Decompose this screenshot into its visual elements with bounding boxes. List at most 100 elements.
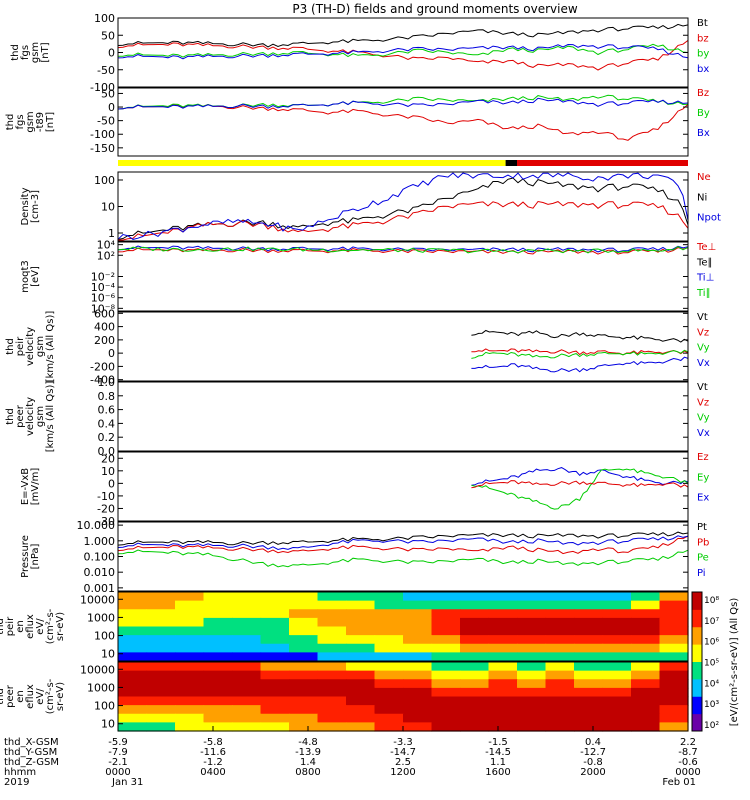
spectrogram-cell xyxy=(346,662,376,672)
y-tick-label: 400 xyxy=(94,321,115,334)
spectrogram-cell xyxy=(260,652,290,662)
ylabel-line: peir xyxy=(5,616,16,636)
panel-background xyxy=(118,242,688,311)
xaxis-value: -2.1 xyxy=(108,757,128,768)
spectrogram-cell xyxy=(118,609,148,619)
spectrogram-cell xyxy=(346,722,376,732)
spectrogram-cell xyxy=(232,670,262,680)
legend-label: Vx xyxy=(697,428,710,439)
y-tick-label: 600 xyxy=(94,307,115,320)
spectrogram-cell xyxy=(403,600,433,610)
spectrogram-cell xyxy=(346,705,376,715)
spectrogram-cell xyxy=(602,662,632,672)
spectrogram-cell xyxy=(460,670,490,680)
legend-label: Te⊥ xyxy=(696,242,716,253)
spectrogram-cell xyxy=(146,643,176,653)
spectrogram-cell xyxy=(232,679,262,689)
panel-ylabel: moqt3 [eV] xyxy=(20,260,41,293)
xaxis-value: -0.6 xyxy=(678,757,698,768)
y-tick-label: 10.000 xyxy=(77,519,116,532)
spectrogram-cell xyxy=(545,609,575,619)
spectrogram-cell xyxy=(260,662,290,672)
legend-label: Ti∥ xyxy=(696,288,711,299)
spectrogram-cell xyxy=(346,652,376,662)
y-tick-label: 10000 xyxy=(80,593,115,606)
spectrogram-cell xyxy=(659,713,689,723)
spectrogram-cell xyxy=(203,687,233,698)
spectrogram-cell xyxy=(574,635,604,645)
panel-ylabel: thd fgs gsm [nT] xyxy=(10,42,51,63)
spectrogram-cell xyxy=(118,652,148,662)
spectrogram-cell xyxy=(146,687,176,698)
spectrogram-cell xyxy=(346,670,376,680)
spectrogram-cell xyxy=(289,722,319,732)
spectrogram-cell xyxy=(289,679,319,689)
spectrogram-cell xyxy=(545,662,575,672)
spectrogram-cell xyxy=(460,696,490,706)
spectrogram-cell xyxy=(403,662,433,672)
panel-ylabel: Pressure [nPa] xyxy=(20,535,41,578)
ylabel-line: velocity xyxy=(25,397,36,436)
y-tick-label: 0.0 xyxy=(98,445,116,458)
legend-label: Vz xyxy=(697,397,709,408)
spectrogram-cell xyxy=(146,652,176,662)
spectrogram-cell xyxy=(403,705,433,715)
spectrogram-cell xyxy=(460,635,490,645)
spectrogram-cell xyxy=(431,713,461,723)
spectrogram-cell xyxy=(260,643,290,653)
ylabel-line: (cm²-s- xyxy=(45,678,56,714)
legend-label: Ti⊥ xyxy=(696,273,714,284)
colorbar-cell xyxy=(692,592,702,610)
spectrogram-cell xyxy=(403,617,433,628)
ylabel-line: gsm xyxy=(30,42,41,63)
spectrogram-cell xyxy=(175,696,205,706)
panel-background xyxy=(118,382,688,451)
spectrogram-cell xyxy=(574,626,604,636)
ylabel-line: en xyxy=(15,620,26,633)
spectrogram-cell xyxy=(260,609,290,619)
y-tick-label: 20 xyxy=(101,452,115,465)
spectrogram-cell xyxy=(232,662,262,672)
spectrogram-cell xyxy=(574,722,604,732)
spectrogram-cell xyxy=(602,600,632,610)
spectrogram-cell xyxy=(403,652,433,662)
spectrogram-cell xyxy=(374,609,404,619)
spectrogram-cell xyxy=(260,722,290,732)
spectrogram-cell xyxy=(146,635,176,645)
spectrogram-cell xyxy=(289,652,319,662)
spectrogram-cell xyxy=(431,609,461,619)
spectrogram-cell xyxy=(289,662,319,672)
spectrogram-cell xyxy=(602,670,632,680)
spectrogram-cell xyxy=(260,705,290,715)
colorbar-cell xyxy=(692,713,702,732)
spectrogram-cell xyxy=(631,600,661,610)
colorbar-tick-label: 10⁷ xyxy=(704,617,719,627)
panel-ylabel: Density [cm-3] xyxy=(20,187,41,225)
spectrogram-cell xyxy=(545,705,575,715)
spectrogram-cell xyxy=(346,617,376,628)
xaxis-value: 0.4 xyxy=(585,737,601,748)
spectrogram-cell xyxy=(203,626,233,636)
xaxis-value: -11.6 xyxy=(200,747,226,758)
spectrogram-cell xyxy=(488,617,518,628)
ylabel-line: velocity xyxy=(25,327,36,366)
spectrogram-cell xyxy=(460,652,490,662)
ylabel-line: eflux xyxy=(25,684,36,709)
spectrogram-cell xyxy=(146,662,176,672)
panel-frame xyxy=(117,311,689,382)
spectrogram-cell xyxy=(403,643,433,653)
legend-label: Ez xyxy=(697,452,709,463)
panel-background xyxy=(118,172,688,241)
y-tick-label: 10⁻⁶ xyxy=(91,292,116,305)
panel-frame xyxy=(117,451,689,522)
spectrogram-cell xyxy=(602,722,632,732)
spectrogram-cell xyxy=(545,626,575,636)
spectrogram-cell xyxy=(203,652,233,662)
spectrogram-cell xyxy=(232,722,262,732)
ylabel-line: thd xyxy=(5,408,16,425)
spectrogram-cell xyxy=(260,679,290,689)
ylabel-line: [nPa] xyxy=(30,543,41,569)
series-line-Te xyxy=(117,247,689,255)
y-tick-label: 100 xyxy=(94,174,115,187)
spectrogram-cell xyxy=(517,600,547,610)
